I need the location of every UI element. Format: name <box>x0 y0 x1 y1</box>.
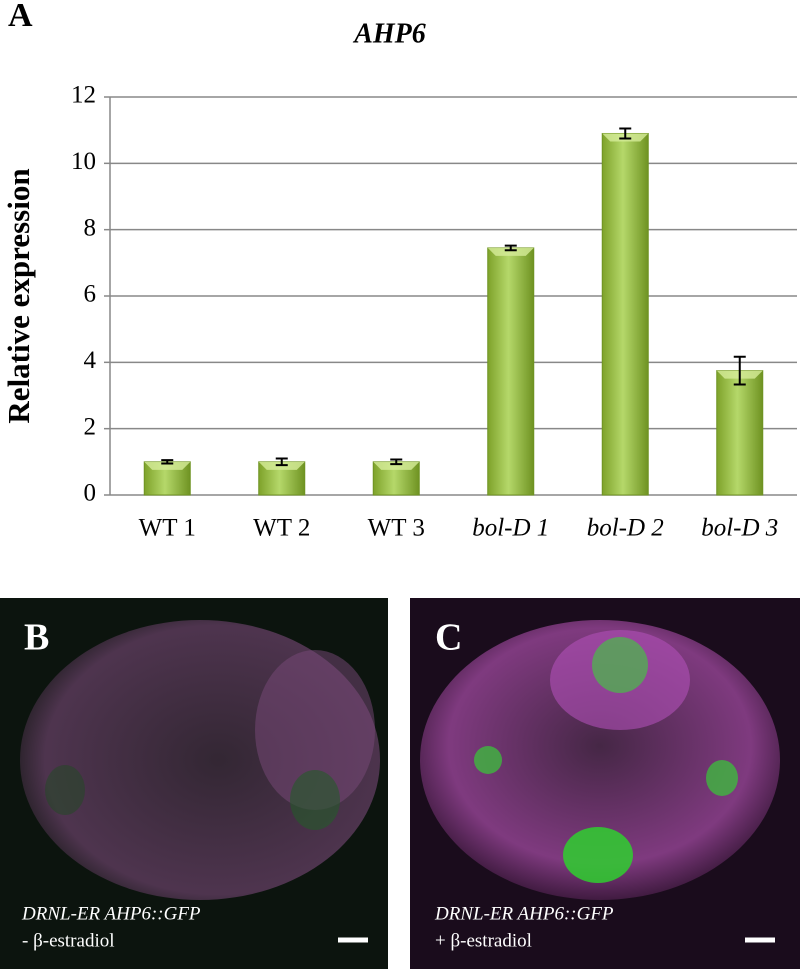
treatment: + β-estradiol <box>435 930 532 951</box>
bar-top <box>487 247 534 256</box>
y-tick-label: 2 <box>84 413 97 440</box>
y-tick-label: 0 <box>84 480 97 507</box>
y-axis-label: Relative expression <box>1 168 36 423</box>
x-tick-label: WT 1 <box>139 515 196 542</box>
bar <box>487 247 535 496</box>
chart-title: AHP6 <box>352 18 426 49</box>
treatment: - β-estradiol <box>22 930 115 951</box>
bar-top <box>373 461 420 470</box>
error-bar <box>619 127 632 140</box>
bar-top <box>144 461 191 470</box>
error-bar <box>161 459 174 465</box>
error-bar <box>275 457 288 467</box>
y-tick-label: 6 <box>84 281 97 308</box>
bar <box>601 132 649 496</box>
x-tick-label: WT 2 <box>253 515 310 542</box>
y-tick-label: 12 <box>71 82 96 109</box>
error-bar <box>390 458 403 466</box>
micrograph-c <box>410 598 800 969</box>
y-tick-label: 4 <box>84 347 97 374</box>
x-tick-label: WT 3 <box>368 515 425 542</box>
bar <box>716 370 764 496</box>
x-tick-label: bol-D 2 <box>587 515 664 542</box>
y-tick-label: 10 <box>71 148 96 175</box>
panel-label: B <box>24 617 49 659</box>
y-tick-label: 8 <box>84 214 97 241</box>
caption: DRNL-ER AHP6::GFP <box>434 903 614 924</box>
micrograph-b <box>0 598 388 969</box>
x-tick-label: bol-D 3 <box>701 515 778 542</box>
panel-label: C <box>435 617 462 659</box>
error-bar <box>504 244 517 252</box>
caption: DRNL-ER AHP6::GFP <box>21 903 201 924</box>
x-tick-label: bol-D 1 <box>472 515 549 542</box>
panel-label: A <box>8 0 33 34</box>
error-bar <box>733 355 746 386</box>
